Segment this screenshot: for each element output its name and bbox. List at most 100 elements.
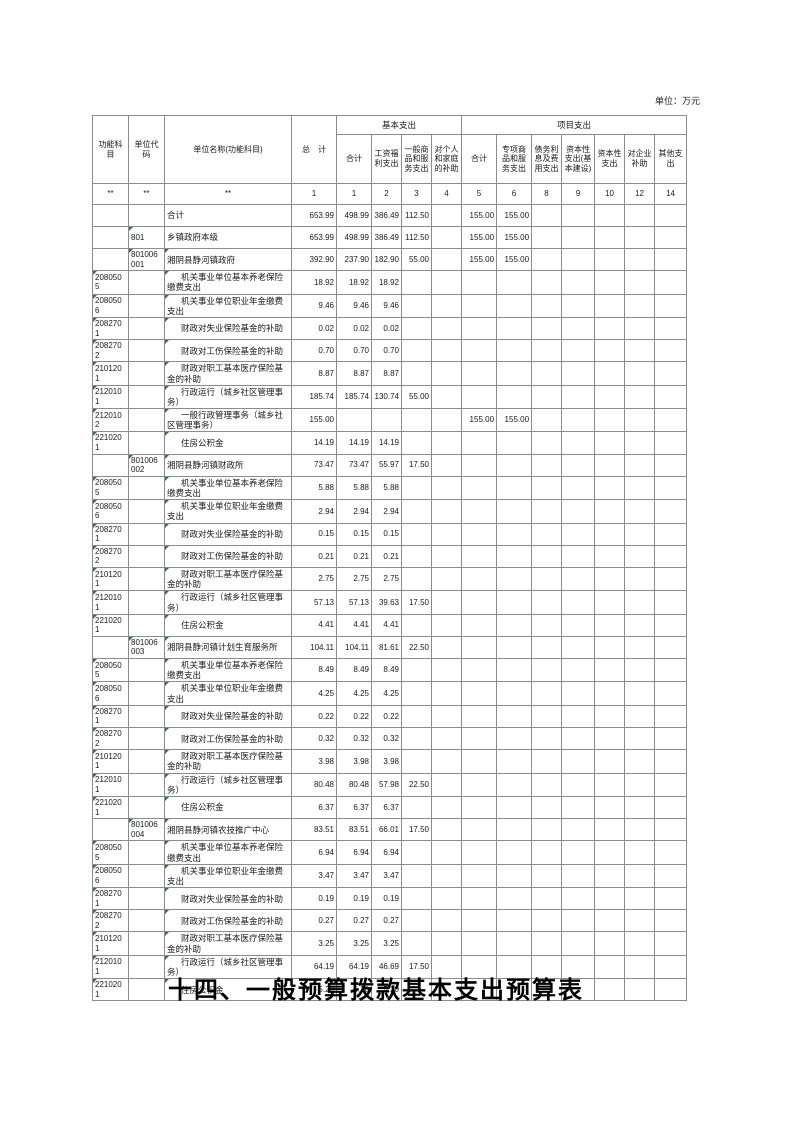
value-cell: 0.32 xyxy=(371,726,402,751)
unit-code-cell xyxy=(128,704,165,729)
value-cell xyxy=(654,544,688,568)
unit-code-cell xyxy=(128,408,165,433)
value-cell xyxy=(461,339,498,363)
value-cell xyxy=(461,863,498,889)
value-cell xyxy=(401,475,432,501)
index-cell: ** xyxy=(164,183,292,205)
value-cell: 0.02 xyxy=(291,316,337,341)
value-cell xyxy=(496,931,533,956)
value-cell xyxy=(594,704,626,729)
func-code-cell: 2210201 xyxy=(92,613,129,637)
value-cell: 182.90 xyxy=(371,247,402,272)
value-cell: 3.25 xyxy=(291,931,337,956)
value-cell xyxy=(624,613,656,637)
value-cell xyxy=(461,749,498,774)
value-cell: 17.50 xyxy=(401,954,432,980)
value-cell xyxy=(531,339,563,363)
value-cell: 0.21 xyxy=(291,544,337,568)
value-cell xyxy=(430,704,463,729)
value-cell xyxy=(430,453,463,477)
unit-name-cell: 财政对职工基本医疗保险基金的补助 xyxy=(164,749,292,774)
value-cell xyxy=(561,795,596,820)
value-cell: 0.27 xyxy=(336,909,372,933)
value-cell: 57.98 xyxy=(371,772,402,797)
value-cell xyxy=(401,726,432,751)
value-cell xyxy=(496,681,533,706)
unit-code-cell xyxy=(128,863,165,889)
unit-name-cell: 机关事业单位基本养老保险缴费支出 xyxy=(164,840,292,865)
value-cell: 73.47 xyxy=(291,453,337,477)
unit-name-cell: 行政运行（城乡社区管理事务） xyxy=(164,590,292,615)
unit-name-cell: 机关事业单位职业年金缴费支出 xyxy=(164,499,292,524)
value-cell xyxy=(594,339,626,363)
value-cell: 155.00 xyxy=(496,226,533,249)
value-cell xyxy=(594,293,626,318)
unit-code-cell xyxy=(128,431,165,455)
value-cell: 83.51 xyxy=(291,818,337,842)
table-row: 2080506 机关事业单位职业年金缴费支出 4.25 4.25 4.25 xyxy=(92,681,688,706)
value-cell: 9.46 xyxy=(291,293,337,318)
value-cell: 0.19 xyxy=(371,887,402,911)
table-row: 801006004 湘阴县静河镇农技推广中心 83.51 83.51 66.01 17.5… xyxy=(92,818,688,842)
value-cell xyxy=(594,931,626,956)
value-cell: 3.25 xyxy=(371,931,402,956)
table-row: 2080505 机关事业单位基本养老保险缴费支出 6.94 6.94 6.94 xyxy=(92,840,688,865)
value-cell xyxy=(401,887,432,911)
value-cell xyxy=(461,909,498,933)
value-cell xyxy=(594,522,626,546)
value-cell xyxy=(461,954,498,980)
value-cell xyxy=(594,818,626,842)
value-cell xyxy=(531,795,563,820)
value-cell xyxy=(594,909,626,933)
func-code-cell: 2080505 xyxy=(92,840,129,865)
func-code-cell: 2101201 xyxy=(92,749,129,774)
unit-name-cell: 湘阴县静河镇农技推广中心 xyxy=(164,818,292,842)
value-cell: 5.20 xyxy=(291,978,337,1002)
unit-name-cell: 财政对失业保险基金的补助 xyxy=(164,887,292,911)
value-cell: 112.50 xyxy=(401,226,432,249)
value-cell xyxy=(461,840,498,865)
value-cell xyxy=(461,316,498,341)
value-cell xyxy=(654,499,688,524)
table-row: 2082702 财政对工伤保险基金的补助 0.27 0.27 0.27 xyxy=(92,909,688,933)
value-cell: 66.01 xyxy=(371,818,402,842)
value-cell xyxy=(531,226,563,249)
value-cell: 6.94 xyxy=(371,840,402,865)
value-cell xyxy=(531,658,563,683)
unit-code-cell xyxy=(128,544,165,568)
value-cell xyxy=(594,566,626,592)
unit-code-cell xyxy=(128,909,165,933)
func-code-cell xyxy=(92,226,129,249)
value-cell xyxy=(371,408,402,433)
index-cell: 4 xyxy=(430,183,463,205)
index-cell: ** xyxy=(92,183,129,205)
unit-code-cell xyxy=(128,361,165,386)
value-cell xyxy=(430,247,463,272)
value-cell xyxy=(624,566,656,592)
func-code-cell: 2080506 xyxy=(92,681,129,706)
value-cell: 155.00 xyxy=(291,408,337,433)
value-cell xyxy=(594,247,626,272)
value-cell: 392.90 xyxy=(291,247,337,272)
func-code-cell: 2120101 xyxy=(92,954,129,980)
value-cell: 0.19 xyxy=(336,887,372,911)
unit-code-cell xyxy=(128,475,165,501)
table-row: 2082702 财政对工伤保险基金的补助 0.70 0.70 0.70 xyxy=(92,339,688,363)
value-cell xyxy=(461,635,498,660)
func-code-cell: 2082702 xyxy=(92,909,129,933)
unit-code-cell xyxy=(128,681,165,706)
func-code-cell: 2080506 xyxy=(92,499,129,524)
value-cell: 498.99 xyxy=(336,204,372,227)
value-cell xyxy=(531,408,563,433)
value-cell: 0.70 xyxy=(291,339,337,363)
value-cell xyxy=(401,408,432,433)
value-cell: 2.94 xyxy=(371,499,402,524)
unit-name-cell: 财政对工伤保险基金的补助 xyxy=(164,726,292,751)
value-cell xyxy=(531,726,563,751)
value-cell xyxy=(461,681,498,706)
value-cell xyxy=(496,384,533,410)
value-cell xyxy=(624,522,656,546)
value-cell xyxy=(401,293,432,318)
value-cell xyxy=(594,204,626,227)
unit-name-cell: 机关事业单位职业年金缴费支出 xyxy=(164,863,292,889)
